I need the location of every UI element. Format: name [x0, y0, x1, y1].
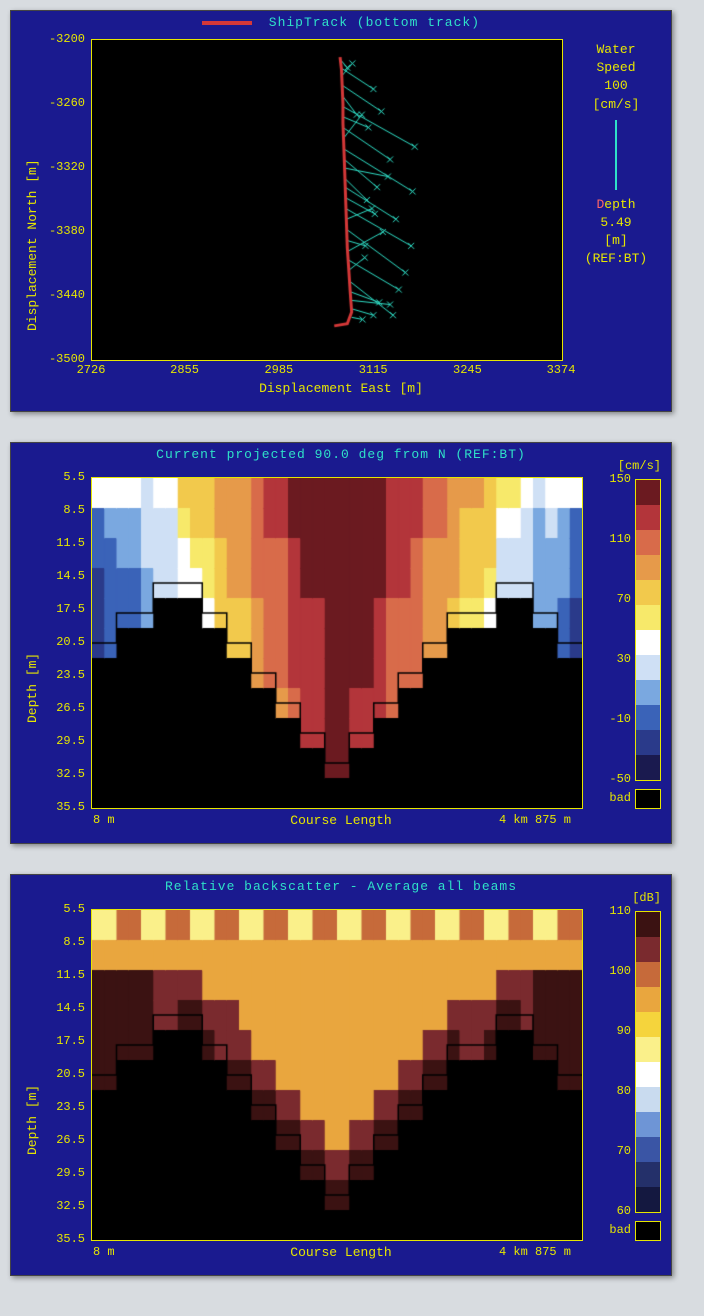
p1-ytick: -3440: [25, 288, 85, 302]
depth-tick: 20.5: [25, 635, 85, 649]
depth-tick: 35.5: [25, 800, 85, 814]
p3-bad-swatch: [635, 1221, 661, 1241]
cbar-tick: 70: [617, 592, 631, 606]
p1-xtick: 2855: [155, 363, 215, 377]
cbar-tick: 30: [617, 652, 631, 666]
p1-ylabel: Displacement North [m]: [25, 159, 40, 331]
p1-xtick: 3245: [437, 363, 497, 377]
waterspeed-val: 100: [571, 77, 661, 95]
p1-xtick: 2985: [249, 363, 309, 377]
shiptrack-title-text: ShipTrack (bottom track): [269, 15, 480, 30]
p2-colorbar: [635, 479, 661, 781]
depth-tick: 11.5: [25, 536, 85, 550]
backscatter-plot: [91, 909, 583, 1241]
cbar-tick: 150: [609, 472, 631, 486]
depth-tick: 17.5: [25, 1034, 85, 1048]
p2-unit: [cm/s]: [618, 459, 661, 473]
cbar-tick: -10: [609, 712, 631, 726]
depth-tick: 8.5: [25, 503, 85, 517]
depth-tick: 5.5: [25, 470, 85, 484]
backscatter-title: Relative backscatter - Average all beams: [11, 875, 671, 896]
p3-colorbar: [635, 911, 661, 1213]
depth-tick: 14.5: [25, 1001, 85, 1015]
current-panel: Current projected 90.0 deg from N (REF:B…: [10, 442, 672, 844]
current-title: Current projected 90.0 deg from N (REF:B…: [11, 443, 671, 464]
depth-label: Depth: [571, 196, 661, 214]
p2-xlabel: Course Length: [11, 813, 671, 828]
p1-xtick: 2726: [61, 363, 121, 377]
p1-ytick: -3260: [25, 96, 85, 110]
shiptrack-plot: [91, 39, 563, 361]
p1-xlabel: Displacement East [m]: [11, 381, 671, 396]
cbar-tick: 100: [609, 964, 631, 978]
p3-xend: 4 km 875 m: [499, 1245, 571, 1259]
p2-bad-label: bad: [609, 791, 631, 805]
depth-tick: 32.5: [25, 1199, 85, 1213]
p1-xtick: 3374: [531, 363, 591, 377]
p2-xend: 4 km 875 m: [499, 813, 571, 827]
depth-tick: 17.5: [25, 602, 85, 616]
depth-tick: 26.5: [25, 701, 85, 715]
depth-tick: 14.5: [25, 569, 85, 583]
cbar-tick: 110: [609, 904, 631, 918]
depth-tick: 23.5: [25, 1100, 85, 1114]
depth-tick: 35.5: [25, 1232, 85, 1246]
depth-tick: 32.5: [25, 767, 85, 781]
p3-bad-label: bad: [609, 1223, 631, 1237]
depth-tick: 29.5: [25, 734, 85, 748]
waterspeed-l1: Water: [571, 41, 661, 59]
depth-tick: 8.5: [25, 935, 85, 949]
depth-tick: 23.5: [25, 668, 85, 682]
p1-sideinfo: Water Speed 100 [cm/s] Depth 5.49 [m] (R…: [571, 41, 661, 269]
p1-xtick: 3115: [343, 363, 403, 377]
cbar-tick: 80: [617, 1084, 631, 1098]
backscatter-panel: Relative backscatter - Average all beams…: [10, 874, 672, 1276]
shiptrack-panel: ShipTrack (bottom track) Displacement No…: [10, 10, 672, 412]
cbar-tick: 70: [617, 1144, 631, 1158]
depth-tick: 26.5: [25, 1133, 85, 1147]
depth-val: 5.49: [571, 214, 661, 232]
depth-tick: 29.5: [25, 1166, 85, 1180]
depth-unit: [m]: [571, 232, 661, 250]
depth-tick: 11.5: [25, 968, 85, 982]
current-plot: [91, 477, 583, 809]
speed-scale-line: [615, 120, 617, 190]
shiptrack-title: ShipTrack (bottom track): [11, 11, 671, 32]
depth-tick: 5.5: [25, 902, 85, 916]
p1-ytick: -3320: [25, 160, 85, 174]
waterspeed-l2: Speed: [571, 59, 661, 77]
p3-xlabel: Course Length: [11, 1245, 671, 1260]
depth-tick: 20.5: [25, 1067, 85, 1081]
cbar-tick: 60: [617, 1204, 631, 1218]
p1-ytick: -3380: [25, 224, 85, 238]
p2-bad-swatch: [635, 789, 661, 809]
cbar-tick: 90: [617, 1024, 631, 1038]
p1-ytick: -3200: [25, 32, 85, 46]
waterspeed-unit: [cm/s]: [571, 96, 661, 114]
track-legend-line: [202, 21, 252, 25]
cbar-tick: -50: [609, 772, 631, 786]
cbar-tick: 110: [609, 532, 631, 546]
depth-ref: (REF:BT): [571, 250, 661, 268]
p3-unit: [dB]: [632, 891, 661, 905]
